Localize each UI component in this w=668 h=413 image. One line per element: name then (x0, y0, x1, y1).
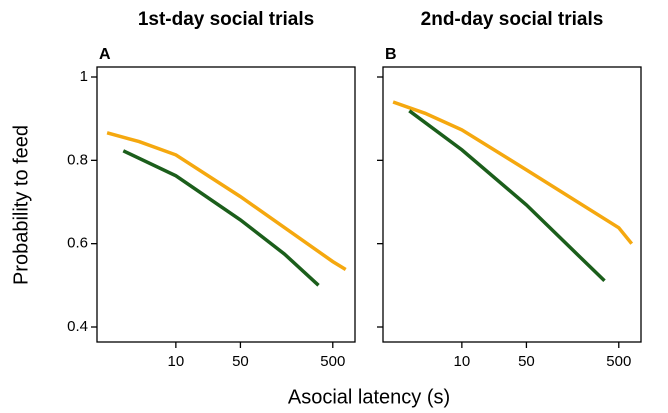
fit-line (408, 109, 606, 283)
y-tick-label: 0.8 (67, 151, 88, 168)
y-tick-label: 0.6 (67, 235, 88, 252)
x-tick-label: 500 (320, 353, 345, 370)
y-tick-label: 1 (80, 68, 88, 85)
fit-line (106, 131, 347, 271)
x-tick-label: 500 (606, 353, 631, 370)
plot-frame (96, 66, 356, 343)
panel-label: A (99, 46, 111, 63)
x-tick-label: 50 (518, 353, 535, 370)
chart-title: 1st-day social trials (138, 9, 314, 30)
fit-line (122, 149, 320, 287)
x-axis-label: Asocial latency (s) (288, 386, 450, 408)
x-tick-label: 10 (168, 353, 185, 370)
x-tick-label: 50 (232, 353, 249, 370)
y-tick-label: 0.4 (67, 318, 88, 335)
y-axis-label: Probability to feed (10, 125, 32, 285)
panel-label: B (385, 46, 397, 63)
fit-line (392, 100, 634, 245)
chart-title: 2nd-day social trials (421, 9, 604, 30)
plot-frame (382, 66, 642, 343)
x-tick-label: 10 (454, 353, 471, 370)
